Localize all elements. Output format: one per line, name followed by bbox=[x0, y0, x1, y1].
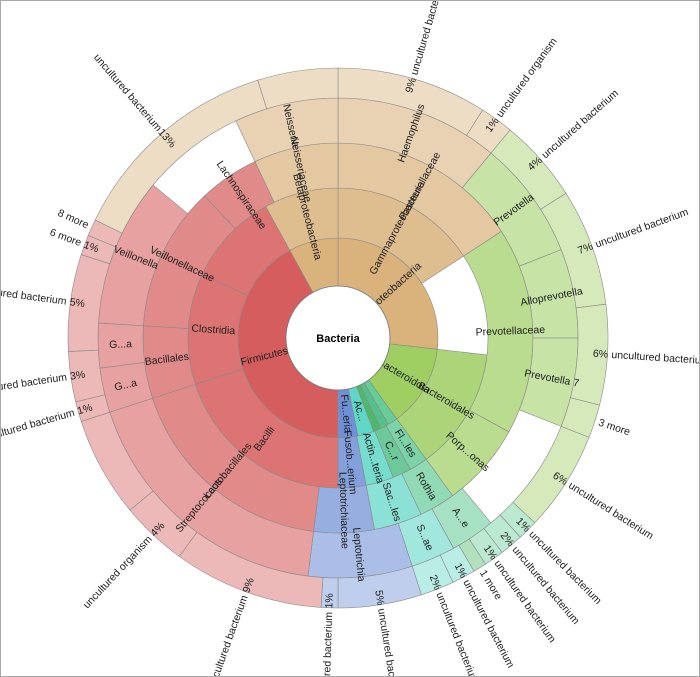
slice-label-bacillales: Bacillales bbox=[144, 351, 190, 368]
leaf-percent-label: 6% bbox=[593, 348, 609, 361]
slice-label-g-a: G...a bbox=[113, 377, 138, 394]
leaf-percent-label: 3% bbox=[69, 369, 86, 383]
leaf-name-label: uncultured bacterium bbox=[206, 593, 251, 676]
slice-label-leptotrichia: Leptotrichia bbox=[350, 527, 367, 582]
slice-label-leptotrichiaceae: Leptotrichiaceae bbox=[336, 472, 350, 550]
leaf-name-label: uncultured bacterium bbox=[1, 371, 68, 397]
leaf-percent-label: 5% bbox=[372, 589, 386, 606]
leaf-slice[interactable] bbox=[512, 425, 590, 524]
leaf-name-label: uncultured bacterium bbox=[91, 52, 164, 134]
root-label: Bacteria bbox=[316, 333, 360, 345]
leaf-percent-label: 5% bbox=[69, 296, 86, 310]
leaf-percent-label: 2% bbox=[427, 573, 444, 592]
leaf-name-label: uncultured bacterium bbox=[1, 283, 67, 308]
leaf-percent-label: 1% bbox=[76, 402, 94, 418]
leaf-percent-label: 1% bbox=[323, 593, 335, 609]
slice-label-fu-eria: Fu...eria bbox=[338, 394, 354, 434]
leaf-name-label: 6 more bbox=[48, 226, 83, 249]
leaf-name-label: uncultured bacterium bbox=[611, 349, 699, 367]
leaf-name-label: uncultured organism bbox=[81, 533, 155, 611]
leaf-name-label: uncultured bacterium bbox=[492, 558, 559, 645]
leaf-name-label: uncultured bacterium bbox=[539, 87, 621, 161]
slice-label-ac: Ac... bbox=[351, 399, 368, 423]
leaf-name-label: uncultured bacterium bbox=[1, 407, 76, 445]
leaf-name-label: uncultured bacterium bbox=[566, 480, 655, 543]
slice-label-clostridia: Clostridia bbox=[191, 323, 236, 338]
leaf-percent-label: 9% bbox=[240, 576, 256, 594]
center-hole bbox=[285, 285, 391, 391]
leaf-name-label: 3 more bbox=[597, 417, 632, 439]
leaf-percent-label: 9% bbox=[403, 76, 419, 94]
leaf-percent-label: 7% bbox=[576, 240, 594, 256]
leaf-name-label: uncultured organism bbox=[494, 36, 560, 120]
leaf-name-label: uncultured bacterium bbox=[594, 206, 691, 251]
leaf-name-label: uncultured bacterium bbox=[408, 1, 447, 76]
leaf-slice[interactable] bbox=[257, 67, 339, 110]
chart-slices bbox=[67, 67, 609, 609]
leaf-percent-label: 1% bbox=[82, 239, 100, 255]
leaf-name-label: 8 more bbox=[56, 207, 91, 231]
slice-label-prevotellaceae: Prevotellaceae bbox=[475, 324, 545, 339]
leaf-name-label: uncultured bacterium bbox=[320, 611, 335, 676]
slice-label-g-a: G...a bbox=[109, 338, 132, 351]
leaf-name-label: uncultured bacterium bbox=[375, 608, 402, 676]
